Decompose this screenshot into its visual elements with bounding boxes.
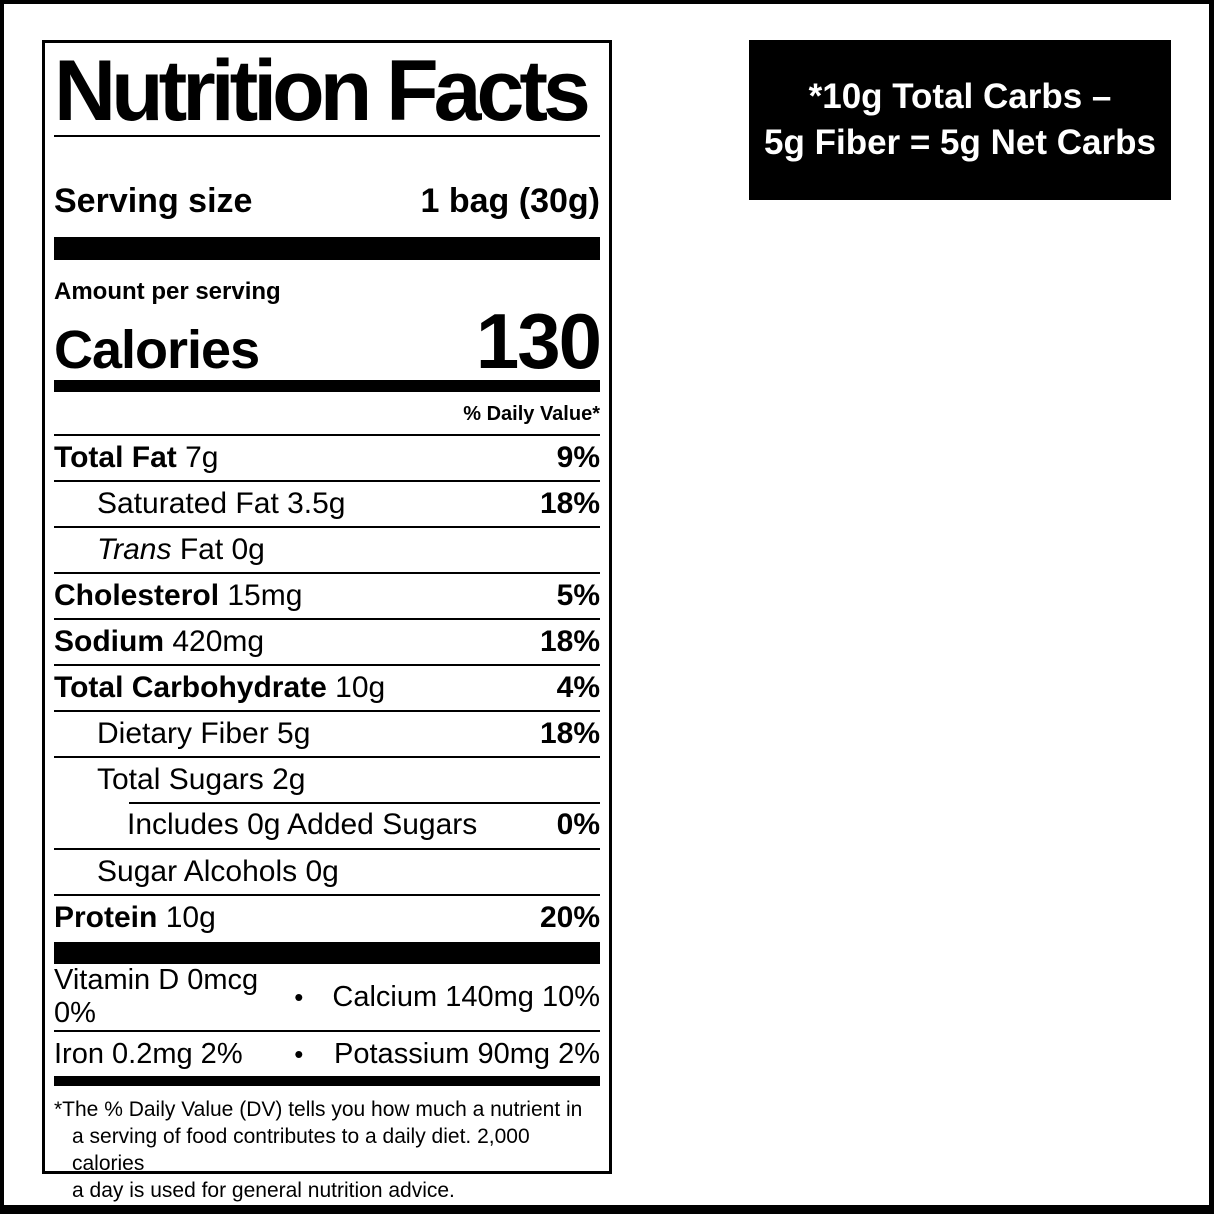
nutrient-name: Includes 0g Added Sugars xyxy=(127,808,478,841)
micronutrient-left: Vitamin D 0mcg 0% xyxy=(54,964,259,1029)
nutrient-daily-value: 9% xyxy=(556,441,600,474)
title-rule xyxy=(54,135,600,137)
micronutrient-right: Potassium 90mg 2% xyxy=(334,1037,600,1070)
nutrient-row: Saturated Fat 3.5g 18% xyxy=(54,480,600,526)
nutrient-name: Sodium 420mg xyxy=(54,625,265,658)
footnote: *The % Daily Value (DV) tells you how mu… xyxy=(54,1096,600,1204)
footnote-line: a serving of food contributes to a daily… xyxy=(72,1125,530,1175)
separator-bar-thin xyxy=(54,1076,600,1086)
nutrient-row: Total Carbohydrate 10g 4% xyxy=(54,664,600,710)
calories-value: 130 xyxy=(475,297,602,385)
nutrient-daily-value: 18% xyxy=(539,487,600,520)
nutrient-name: Cholesterol 15mg xyxy=(54,579,303,612)
nutrient-rows: Total Fat 7g 9% Saturated Fat 3.5g 18% Trans… xyxy=(54,434,600,940)
separator-bar-medium xyxy=(54,380,600,392)
serving-size-label: Serving size xyxy=(54,182,253,220)
nutrient-name: Saturated Fat 3.5g xyxy=(97,487,346,520)
nutrient-row: Sugar Alcohols 0g xyxy=(54,848,600,894)
nutrient-name: Dietary Fiber 5g xyxy=(97,717,311,750)
net-carbs-callout: *10g Total Carbs – 5g Fiber = 5g Net Car… xyxy=(749,40,1171,200)
footnote-line: a day is used for general nutrition advi… xyxy=(72,1179,455,1202)
calories-label: Calories xyxy=(54,320,260,380)
nutrient-row: Sodium 420mg 18% xyxy=(54,618,600,664)
nutrient-daily-value: 0% xyxy=(556,808,600,841)
nutrient-row: Total Fat 7g 9% xyxy=(54,434,600,480)
micronutrient-right: Calcium 140mg 10% xyxy=(332,980,600,1013)
serving-size-value: 1 bag (30g) xyxy=(420,182,600,220)
nutrient-daily-value: 20% xyxy=(539,901,600,934)
nutrient-daily-value: 18% xyxy=(539,717,600,750)
daily-value-header: % Daily Value* xyxy=(463,403,600,425)
footnote-line: *The % Daily Value (DV) tells you how mu… xyxy=(54,1098,583,1121)
nutrient-daily-value: 18% xyxy=(539,625,600,658)
callout-line-2: 5g Fiber = 5g Net Carbs xyxy=(764,123,1156,162)
nutrient-row: Dietary Fiber 5g 18% xyxy=(54,710,600,756)
nutrient-row: Trans Fat 0g xyxy=(54,526,600,572)
bullet-separator: • xyxy=(294,1038,304,1069)
nutrition-label: Nutrition Facts Serving size 1 bag (30g)… xyxy=(42,40,612,1202)
serving-row: Serving size 1 bag (30g) xyxy=(54,181,600,221)
separator-bar-thick xyxy=(54,237,600,260)
nutrient-row: Cholesterol 15mg 5% xyxy=(54,572,600,618)
label-title: Nutrition Facts xyxy=(54,43,591,139)
nutrient-name: Total Carbohydrate 10g xyxy=(54,671,386,704)
nutrient-daily-value: 5% xyxy=(556,579,600,612)
nutrient-row: Total Sugars 2g xyxy=(54,756,600,802)
nutrient-name: Protein 10g xyxy=(54,901,216,934)
micronutrient-left: Iron 0.2mg 2% xyxy=(54,1037,243,1070)
micronutrient-row: Iron 0.2mg 2% • Potassium 90mg 2% xyxy=(54,1030,600,1076)
nutrient-row: Protein 10g 20% xyxy=(54,894,600,940)
nutrient-name: Total Fat 7g xyxy=(54,441,219,474)
separator-bar-thick-2 xyxy=(54,942,600,964)
nutrient-name: Trans Fat 0g xyxy=(97,533,265,566)
nutrient-name: Sugar Alcohols 0g xyxy=(97,855,339,888)
calories-row: Calories 130 xyxy=(54,297,602,385)
amount-per-serving-label: Amount per serving xyxy=(54,278,281,305)
micronutrient-rows: Vitamin D 0mcg 0% • Calcium 140mg 10% Iron … xyxy=(54,964,600,1076)
nutrient-row: Includes 0g Added Sugars 0% xyxy=(54,802,600,848)
nutrient-name: Total Sugars 2g xyxy=(97,763,306,796)
bullet-separator: • xyxy=(294,981,304,1012)
callout-line-1: *10g Total Carbs – xyxy=(808,77,1112,116)
nutrient-daily-value: 4% xyxy=(556,671,600,704)
micronutrient-row: Vitamin D 0mcg 0% • Calcium 140mg 10% xyxy=(54,964,600,1030)
